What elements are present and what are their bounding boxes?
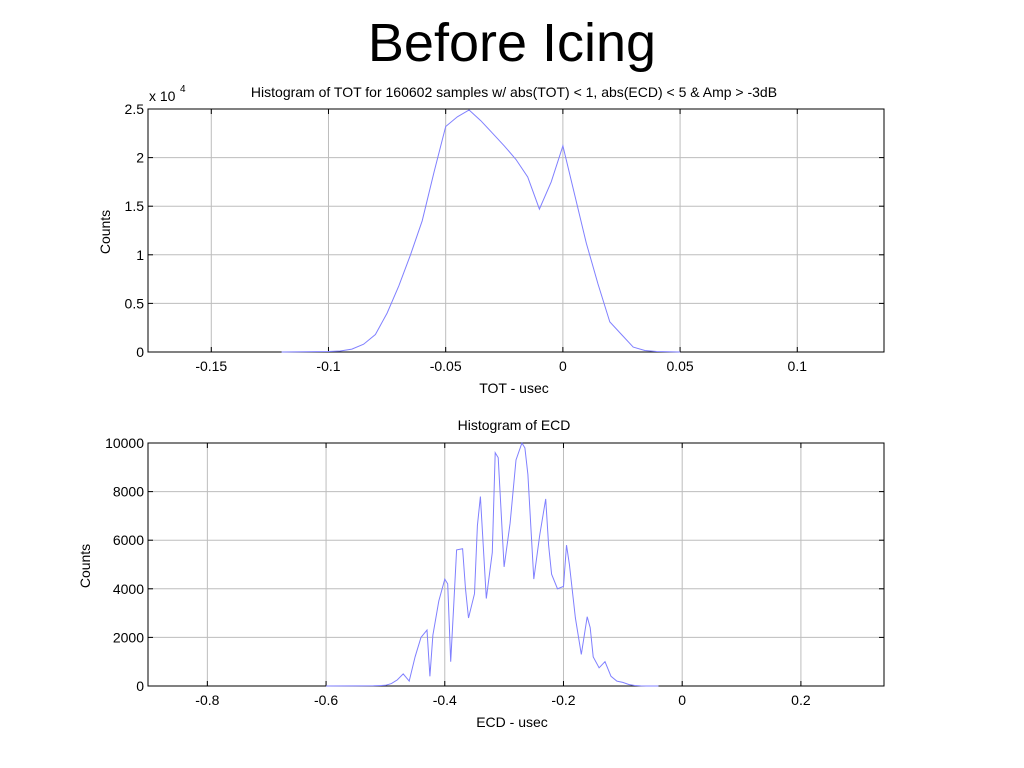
x-tick-label: -0.8 [195, 692, 219, 708]
x-tick-label: 0.1 [788, 358, 808, 374]
y-tick-label: 8000 [113, 484, 144, 500]
y-tick-label: 10000 [105, 435, 144, 451]
tot-histogram-chart: Histogram of TOT for 160602 samples w/ a… [97, 84, 885, 396]
y-tick-label: 1 [136, 247, 144, 263]
x-axis-label: ECD - usec [476, 714, 548, 730]
x-tick-label: 0 [559, 358, 567, 374]
ecd-histogram-chart: Histogram of ECD ECD - usec Counts -0.8 -… [77, 417, 885, 730]
x-tick-label: -0.05 [430, 358, 462, 374]
x-tick-label: -0.6 [314, 692, 338, 708]
y-tick-label: 2000 [113, 629, 144, 645]
x-tick-label: -0.2 [551, 692, 575, 708]
y-tick-label: 4000 [113, 581, 144, 597]
x-tick-label: -0.15 [195, 358, 227, 374]
y-tick-label: 0.5 [125, 295, 145, 311]
x-tick-label: 0 [678, 692, 686, 708]
y-axis-label: Counts [97, 210, 113, 254]
y-multiplier-exponent: 4 [180, 84, 186, 95]
y-tick-label: 0 [136, 678, 144, 694]
y-tick-label: 1.5 [125, 198, 145, 214]
x-tick-label: 0.2 [791, 692, 811, 708]
y-multiplier-label: x 10 [149, 88, 176, 104]
y-tick-label: 2.5 [125, 101, 145, 117]
chart-title: Histogram of ECD [458, 417, 571, 433]
x-tick-label: 0.05 [666, 358, 693, 374]
plot-frame [147, 442, 885, 687]
y-tick-label: 6000 [113, 532, 144, 548]
slide-title: Before Icing [367, 13, 657, 73]
y-axis-label: Counts [77, 544, 93, 588]
series-line [281, 109, 681, 353]
y-tick-label: 2 [136, 150, 144, 166]
x-tick-label: -0.1 [316, 358, 340, 374]
y-tick-label: 0 [136, 344, 144, 360]
series-line [326, 441, 659, 687]
chart-title: Histogram of TOT for 160602 samples w/ a… [251, 84, 777, 100]
plot-frame [147, 108, 885, 353]
x-tick-label: -0.4 [433, 692, 457, 708]
x-axis-label: TOT - usec [479, 380, 549, 396]
